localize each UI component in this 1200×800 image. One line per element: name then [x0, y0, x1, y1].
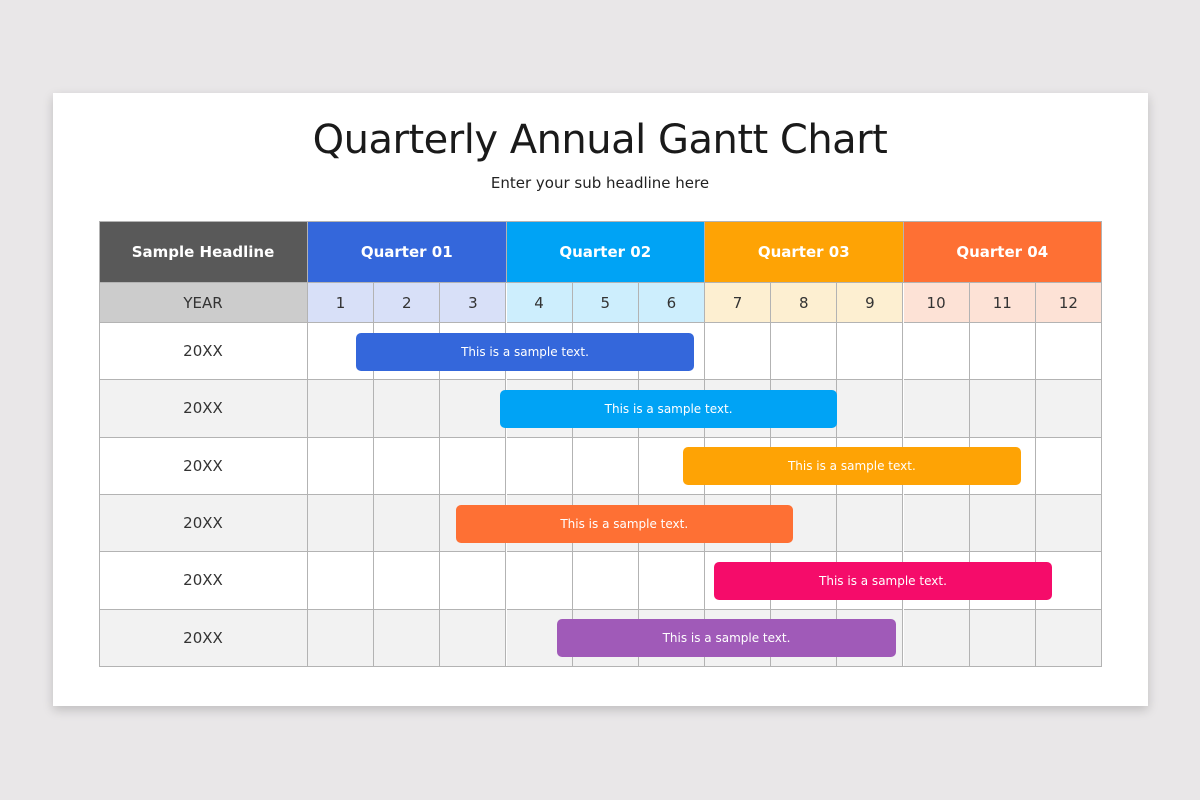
grid-cell	[572, 552, 639, 610]
grid-cell	[771, 323, 838, 381]
month-header-7: 7	[705, 283, 772, 323]
grid-cell	[969, 609, 1036, 667]
row-label: 20XX	[99, 552, 308, 610]
row-label: 20XX	[99, 323, 308, 381]
grid-cell	[638, 552, 705, 610]
grid-cell	[440, 437, 507, 495]
grid-cell	[1035, 323, 1102, 381]
grid-cell	[308, 609, 375, 667]
grid-cell	[374, 495, 441, 553]
gantt-bar-4: This is a sample text.	[455, 504, 793, 543]
row-label: 20XX	[99, 609, 308, 667]
grid-cell	[308, 380, 375, 438]
month-header-11: 11	[969, 283, 1036, 323]
grid-cell	[374, 552, 441, 610]
grid-cell	[903, 380, 970, 438]
month-header-8: 8	[771, 283, 838, 323]
grid-cell	[903, 495, 970, 553]
gantt-bar-3: This is a sample text.	[683, 447, 1021, 486]
month-header-9: 9	[837, 283, 904, 323]
grid-cell	[374, 609, 441, 667]
page-subtitle: Enter your sub headline here	[490, 174, 710, 192]
grid-cell	[969, 380, 1036, 438]
month-header-4: 4	[506, 283, 573, 323]
grid-cell	[374, 437, 441, 495]
gantt-bar-2: This is a sample text.	[499, 390, 838, 428]
month-header-3: 3	[440, 283, 507, 323]
corner-header: Sample Headline	[99, 221, 308, 283]
quarter-header-2: Quarter 02	[506, 221, 705, 283]
month-header-2: 2	[374, 283, 441, 323]
quarter-header-3: Quarter 03	[705, 221, 904, 283]
grid-cell	[1035, 495, 1102, 553]
grid-cell	[572, 437, 639, 495]
grid-cell	[903, 323, 970, 381]
grid-cell	[506, 437, 573, 495]
grid-cell	[1035, 437, 1102, 495]
grid-cell	[837, 380, 904, 438]
row-label: 20XX	[99, 437, 308, 495]
gantt-bar-5: This is a sample text.	[714, 562, 1052, 600]
month-header-12: 12	[1035, 283, 1102, 323]
grid-cell	[308, 437, 375, 495]
grid-cell	[1035, 609, 1102, 667]
grid-cell	[440, 609, 507, 667]
grid-cell	[705, 323, 772, 381]
page-title: Quarterly Annual Gantt Chart	[312, 117, 888, 163]
grid-cell	[903, 609, 970, 667]
grid-cell	[308, 495, 375, 553]
year-label: YEAR	[99, 283, 308, 323]
quarter-header-1: Quarter 01	[308, 221, 507, 283]
grid-cell	[969, 495, 1036, 553]
grid-cell	[1035, 380, 1102, 438]
grid-cell	[308, 552, 375, 610]
row-label: 20XX	[99, 380, 308, 438]
row-label: 20XX	[99, 495, 308, 553]
gantt-bar-6: This is a sample text.	[557, 619, 896, 658]
grid-cell	[440, 552, 507, 610]
month-header-1: 1	[308, 283, 375, 323]
gantt-chart: Sample Headline YEAR Quarter 01 1 2 3 Quarter …	[99, 221, 1102, 667]
grid-cell	[837, 323, 904, 381]
month-header-6: 6	[638, 283, 705, 323]
month-header-10: 10	[903, 283, 970, 323]
quarter-header-4: Quarter 04	[903, 221, 1102, 283]
grid-cell	[440, 380, 507, 438]
grid-cell	[506, 552, 573, 610]
gantt-bar-1: This is a sample text.	[356, 332, 694, 371]
grid-cell	[837, 495, 904, 553]
month-header-5: 5	[572, 283, 639, 323]
grid-cell	[374, 380, 441, 438]
grid-cell	[969, 323, 1036, 381]
